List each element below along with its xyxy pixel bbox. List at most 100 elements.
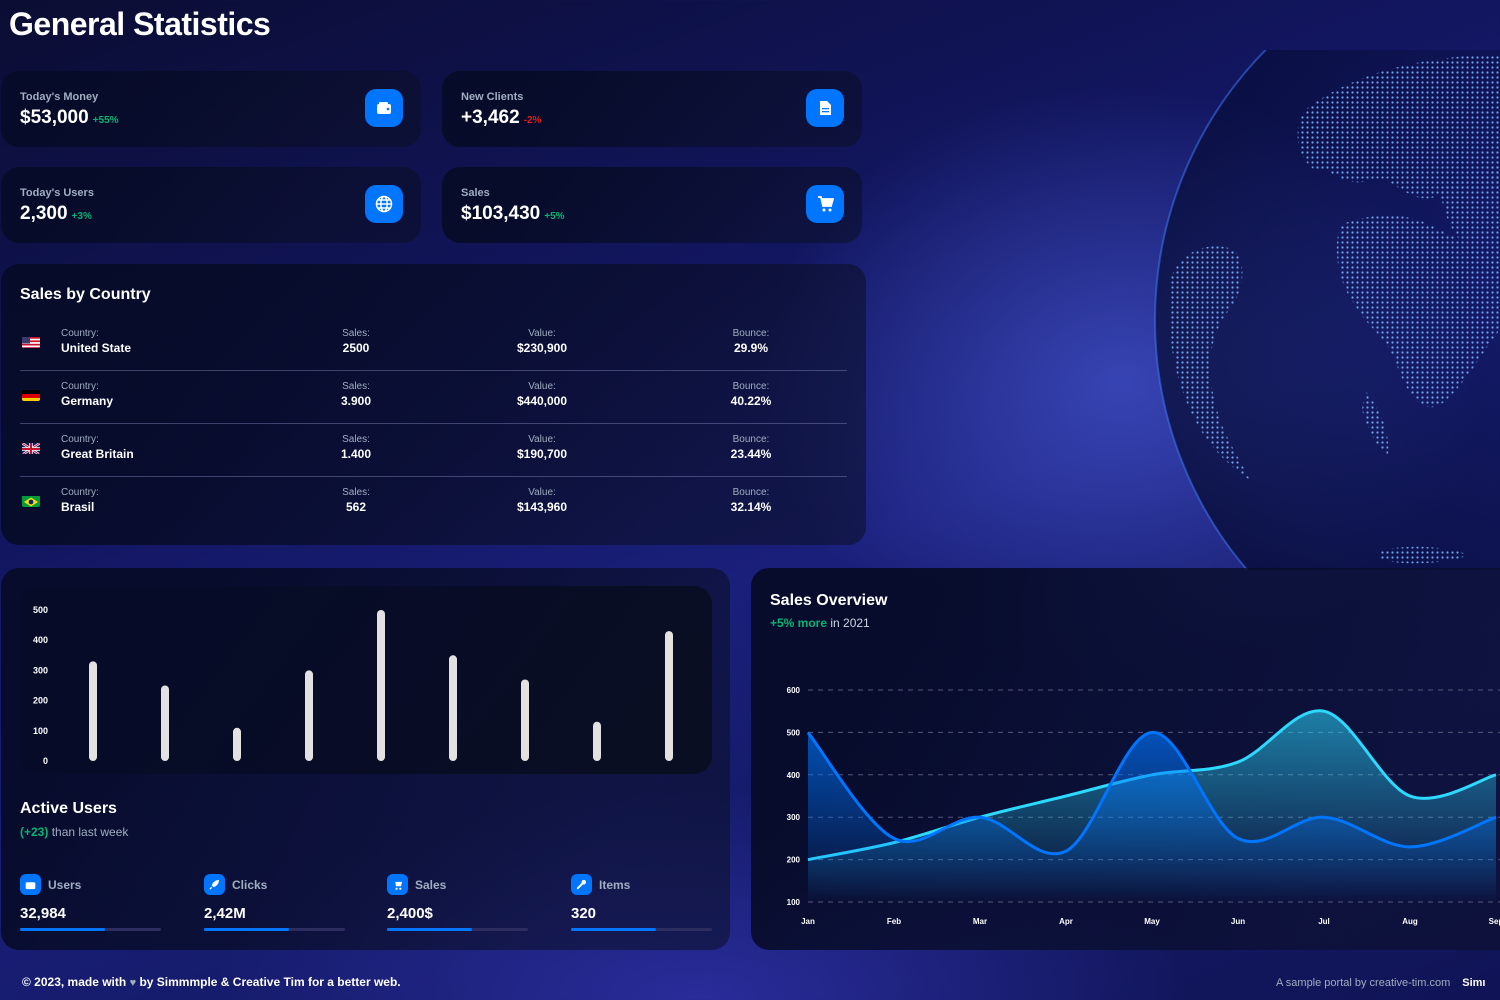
- bounce-cell: Bounce: 29.9%: [732, 328, 770, 355]
- table-row: Country: United State Sales: 2500 Value: $230…: [20, 318, 847, 371]
- bar[interactable]: [593, 721, 601, 761]
- stat-change: -2%: [523, 115, 542, 126]
- progress-track: [387, 928, 528, 931]
- bounce-cell: Bounce: 23.44%: [730, 434, 772, 461]
- stat-value: 2,300 +3%: [20, 203, 92, 224]
- y-tick-label: 0: [43, 756, 48, 766]
- bar[interactable]: [233, 727, 241, 761]
- bounce-cell: Bounce: 32.14%: [730, 487, 772, 514]
- mini-stat-label: Sales: [415, 877, 447, 892]
- rocket-icon: [204, 874, 225, 895]
- x-tick-label: Jul: [1318, 917, 1330, 926]
- y-tick-label: 200: [787, 856, 801, 865]
- table-row: Country: Brasil Sales: 562 Value: $143,960 Bou…: [20, 477, 847, 529]
- globe-icon[interactable]: [365, 185, 403, 223]
- country-cell: Country: United State: [61, 328, 132, 355]
- mini-stat-value: 32,984: [20, 905, 66, 922]
- series-area-1: [808, 732, 1496, 902]
- country-table: Country: United State Sales: 2500 Value: $230…: [20, 318, 847, 529]
- bar[interactable]: [161, 685, 169, 762]
- sales-cell: Sales: 562: [342, 487, 370, 514]
- x-tick-label: Sep: [1489, 917, 1500, 926]
- mini-stat-label: Users: [48, 877, 82, 892]
- cart-icon: [387, 874, 408, 895]
- x-tick-label: May: [1144, 917, 1160, 926]
- wallet-icon[interactable]: [365, 89, 403, 127]
- country-cell: Country: Germany: [61, 381, 114, 408]
- active-users-stat-clicks: Clicks 2,42M: [204, 874, 345, 931]
- stat-label: Sales: [461, 187, 490, 199]
- mini-stat-value: 2,400$: [387, 905, 433, 922]
- de-flag-icon: [22, 389, 40, 401]
- stat-label: Today's Money: [20, 91, 99, 103]
- y-tick-label: 300: [33, 665, 48, 675]
- footer-link[interactable]: A sample portal by creative-tim.com: [1276, 977, 1451, 989]
- value-cell: Value: $230,900: [516, 328, 568, 355]
- active-users-stat-users: Users 32,984: [20, 874, 161, 931]
- stat-value: +3,462 -2%: [461, 107, 542, 128]
- stat-change: +55%: [92, 115, 119, 126]
- progress-fill: [387, 928, 472, 931]
- stat-label: New Clients: [461, 91, 524, 103]
- stat-change: +3%: [71, 211, 92, 222]
- stat-change: +5%: [544, 211, 565, 222]
- br-flag-icon: [22, 495, 40, 507]
- sales-overview-chart: 100 200 300 400 500 600 Jan Feb Mar Apr May Jun Jul A…: [787, 686, 1500, 926]
- stat-card-todays-users: Today's Users 2,300 +3%: [1, 167, 421, 243]
- footer-brand[interactable]: Simı: [1462, 977, 1486, 989]
- wallet-icon: [20, 874, 41, 895]
- footer-right: A sample portal by creative-tim.com Simı: [1276, 977, 1485, 989]
- active-users-bar-chart: 0 100 200 300 400 500: [20, 586, 712, 774]
- heart-icon: ♥: [129, 977, 137, 989]
- y-tick-label: 200: [33, 696, 48, 706]
- bounce-cell: Bounce: 40.22%: [730, 381, 772, 408]
- sales-overview-card: Sales Overview +5% more in 2021 100 200 30…: [751, 568, 1500, 950]
- bar[interactable]: [89, 661, 97, 761]
- section-title: Sales by Country: [20, 286, 151, 303]
- mini-stat-label: Items: [599, 877, 631, 892]
- mini-stat-value: 320: [571, 905, 597, 922]
- y-tick-label: 500: [787, 728, 801, 737]
- table-row: Country: Germany Sales: 3.900 Value: $440,000…: [20, 371, 847, 424]
- progress-track: [571, 928, 712, 931]
- bar[interactable]: [377, 610, 385, 761]
- stat-card-todays-money: Today's Money $53,000 +55%: [1, 71, 421, 147]
- section-title: Active Users: [20, 800, 117, 817]
- progress-fill: [20, 928, 105, 931]
- bar-chart-svg: 0 100 200 300 400 500: [33, 605, 673, 766]
- section-title: Sales Overview: [770, 592, 888, 609]
- bar[interactable]: [305, 670, 313, 761]
- active-users-card: 0 100 200 300 400 500 Active Users (+23) than…: [1, 568, 730, 950]
- stat-card-new-clients: New Clients +3,462 -2%: [442, 71, 862, 147]
- cart-icon[interactable]: [806, 185, 844, 223]
- bar[interactable]: [665, 631, 673, 761]
- stat-value: $103,430 +5%: [461, 203, 565, 224]
- mini-stat-label: Clicks: [232, 877, 268, 892]
- y-tick-label: 400: [33, 635, 48, 645]
- active-users-stat-sales: Sales 2,400$: [387, 874, 528, 931]
- progress-fill: [204, 928, 289, 931]
- sales-overview-subtitle: +5% more in 2021: [770, 616, 870, 630]
- table-row: Country: Great Britain Sales: 1.400 Value: $1…: [20, 424, 847, 477]
- country-cell: Country: Great Britain: [61, 434, 134, 461]
- sales-cell: Sales: 1.400: [340, 434, 372, 461]
- country-cell: Country: Brasil: [61, 487, 99, 514]
- y-tick-label: 100: [787, 898, 801, 907]
- bar[interactable]: [449, 655, 457, 761]
- x-tick-label: Apr: [1059, 917, 1073, 926]
- bar[interactable]: [521, 679, 529, 761]
- sales-cell: Sales: 3.900: [340, 381, 372, 408]
- x-tick-label: Jan: [801, 917, 815, 926]
- document-icon[interactable]: [806, 89, 844, 127]
- y-tick-label: 100: [33, 726, 48, 736]
- x-tick-label: Jun: [1231, 917, 1245, 926]
- progress-track: [204, 928, 345, 931]
- value-cell: Value: $143,960: [516, 487, 568, 514]
- x-tick-label: Aug: [1402, 917, 1418, 926]
- y-tick-label: 600: [787, 686, 801, 695]
- sales-cell: Sales: 2500: [342, 328, 370, 355]
- series-line-1[interactable]: [806, 730, 1497, 856]
- gb-flag-icon: [22, 442, 40, 454]
- mini-stat-value: 2,42M: [204, 905, 246, 922]
- x-tick-label: Feb: [887, 917, 901, 926]
